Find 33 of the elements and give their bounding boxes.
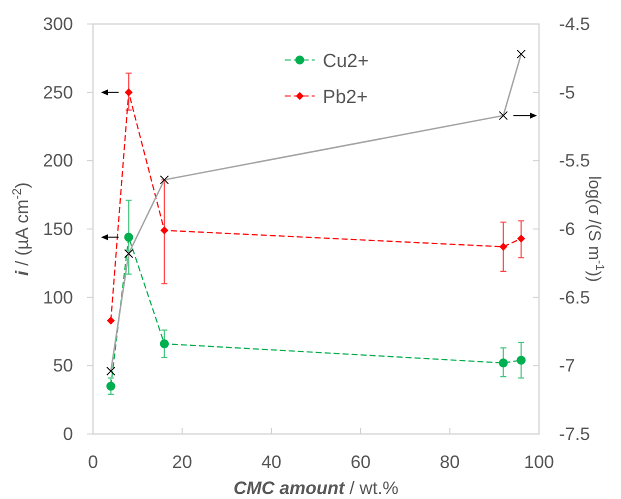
point xyxy=(124,88,133,96)
y-tick-label: 250 xyxy=(42,82,73,102)
y2-tick-label: -5.5 xyxy=(559,150,590,171)
y2-tick-label: -7.5 xyxy=(559,424,590,444)
point xyxy=(499,242,508,251)
y-tick-label: 50 xyxy=(52,356,73,376)
y2-tick-label: -6.5 xyxy=(559,287,590,308)
y2-tick-label: -7 xyxy=(559,356,576,376)
y2-tick-label: -5 xyxy=(559,82,576,102)
point xyxy=(160,339,169,348)
point xyxy=(124,232,134,242)
y-tick-label: 300 xyxy=(42,14,73,34)
y-tick-label: 0 xyxy=(62,424,73,444)
point xyxy=(498,358,508,368)
y-tick-label: 150 xyxy=(42,219,73,239)
y2-tick-label: -4.5 xyxy=(559,14,590,34)
y2-tick-label: -6 xyxy=(559,219,576,239)
point xyxy=(160,226,168,234)
y-tick-label: 200 xyxy=(42,150,73,171)
legend-label: Pb2+ xyxy=(322,87,368,108)
x-tick-label: 0 xyxy=(88,452,98,472)
point xyxy=(516,356,526,365)
y-tick-label: 100 xyxy=(42,287,73,308)
legend-label: Cu2+ xyxy=(322,51,369,72)
point xyxy=(106,316,115,325)
x-tick-label: 40 xyxy=(261,452,282,472)
x-axis-title: CMC amount / wt.% xyxy=(233,478,399,498)
x-tick-label: 20 xyxy=(172,452,192,472)
x-tick-label: 80 xyxy=(440,452,460,472)
point xyxy=(106,382,116,391)
x-tick-label: 100 xyxy=(524,452,554,472)
point xyxy=(517,234,526,243)
x-tick-label: 60 xyxy=(350,452,371,472)
